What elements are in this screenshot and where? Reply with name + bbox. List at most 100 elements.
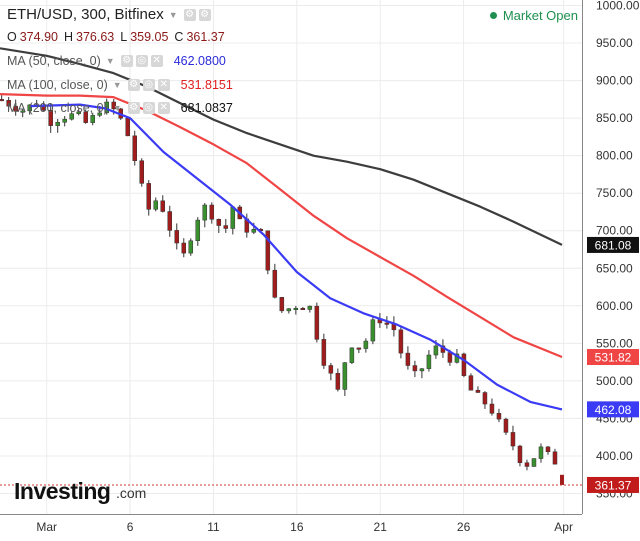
ma-badge-2-label: 681.08 xyxy=(595,238,632,252)
candle-body xyxy=(363,340,369,349)
candle-body xyxy=(62,118,67,123)
candle-body xyxy=(349,347,355,363)
market-status: Market Open xyxy=(489,8,578,23)
x-tick-label: 26 xyxy=(457,520,471,534)
indicator-ma50[interactable]: MA (50, close, 0) ▼ ⚙ ◎ ✕ 462.0800 xyxy=(7,54,226,68)
candle-body xyxy=(0,99,4,102)
ohlc-high-label: H xyxy=(63,30,73,44)
candle-body xyxy=(132,135,137,161)
candle-body xyxy=(433,345,439,356)
candle-body xyxy=(13,105,18,112)
ohlc-open-label: O xyxy=(7,30,17,44)
settings-icon[interactable]: ⚙ xyxy=(127,102,140,114)
ma-line-ma-200 xyxy=(0,47,563,246)
candle-body xyxy=(167,211,173,231)
candle-body xyxy=(251,229,257,233)
close-icon[interactable]: ✕ xyxy=(157,102,170,114)
y-tick-label: 650.00 xyxy=(596,261,633,275)
brand-suffix: .com xyxy=(116,485,147,501)
ma-badge-2 xyxy=(587,236,639,253)
indicator-ma200[interactable]: MA (200, close, 0) ▼ ⚙ ◎ ✕ 681.0837 xyxy=(7,101,233,115)
candle-body xyxy=(321,339,327,366)
close-icon[interactable]: ✕ xyxy=(150,55,163,67)
ma-line-ma-50 xyxy=(29,103,563,411)
y-tick-label: 550.00 xyxy=(596,336,633,350)
close-icon[interactable]: ✕ xyxy=(157,79,170,91)
candle-body xyxy=(188,240,194,254)
candle-body xyxy=(314,305,320,340)
x-tick-label: Apr xyxy=(554,520,573,534)
price-badges: 462.08 531.82 681.08 361.37 xyxy=(0,236,639,493)
candle-body xyxy=(559,474,564,485)
candle-body xyxy=(160,200,166,212)
candles xyxy=(0,95,564,485)
candle-body xyxy=(538,446,544,459)
last-price-badge-label: 361.37 xyxy=(595,478,632,492)
chevron-down-icon[interactable]: ▼ xyxy=(112,103,122,113)
candle-body xyxy=(20,110,25,113)
candle-body xyxy=(468,375,474,391)
candle-body xyxy=(426,354,432,369)
indicator-label: MA (50, close, 0) xyxy=(7,54,101,68)
candle-body xyxy=(146,183,152,210)
candle-body xyxy=(209,204,215,220)
candle-body xyxy=(419,368,425,372)
candle-body xyxy=(461,353,467,376)
settings-icon[interactable]: ⚙ xyxy=(127,79,140,91)
candle-body xyxy=(27,104,32,112)
settings-icon[interactable]: ⚙ xyxy=(120,55,133,67)
candle-body xyxy=(342,362,348,390)
brand-name: Investing xyxy=(14,478,111,504)
candle-body xyxy=(482,392,488,405)
candle-body xyxy=(335,373,341,390)
x-tick-label: 21 xyxy=(374,520,388,534)
candle-body xyxy=(48,110,53,126)
ohlc-readout: O 374.90 H 376.63 L 359.05 C 361.37 xyxy=(7,30,225,44)
candle-body xyxy=(125,117,130,137)
x-tick-label: 6 xyxy=(127,520,134,534)
x-tick-label: 16 xyxy=(290,520,304,534)
ohlc-close-label: C xyxy=(174,30,184,44)
candle-body xyxy=(503,418,509,433)
settings-icon[interactable]: ⚙ xyxy=(183,8,196,21)
candle-body xyxy=(97,112,102,116)
candle-body xyxy=(545,446,551,453)
candle-body xyxy=(293,307,299,310)
candle-body xyxy=(300,307,306,310)
candle-body xyxy=(111,101,116,110)
hide-icon[interactable]: ◎ xyxy=(142,102,155,114)
candle-body xyxy=(370,319,376,342)
candle-body xyxy=(531,458,537,467)
y-tick-label: 850.00 xyxy=(596,111,633,125)
chart-title-row: ETH/USD, 300, Bitfinex ▼ ⚙ ⚙ xyxy=(7,6,222,23)
ma-line-ma-100 xyxy=(0,93,563,359)
chevron-down-icon[interactable]: ▼ xyxy=(168,9,178,20)
hide-icon[interactable]: ◎ xyxy=(135,55,148,67)
y-tick-label: 500.00 xyxy=(596,374,633,388)
hide-icon[interactable]: ◎ xyxy=(142,79,155,91)
gear-icon[interactable]: ⚙ xyxy=(198,8,211,21)
market-status-label: Market Open xyxy=(502,8,578,23)
moving-average-lines xyxy=(0,47,563,411)
chevron-down-icon[interactable]: ▼ xyxy=(105,56,115,66)
indicator-ma100[interactable]: MA (100, close, 0) ▼ ⚙ ◎ ✕ 531.8151 xyxy=(7,78,233,92)
candle-body xyxy=(153,200,159,210)
candle-body xyxy=(90,115,95,123)
candle-body xyxy=(55,122,60,126)
x-tick-label: 11 xyxy=(207,520,220,534)
candle-body xyxy=(286,308,292,312)
candle-body xyxy=(475,389,481,393)
ma-badge-0 xyxy=(587,401,639,418)
indicator-label: MA (200, close, 0) xyxy=(7,101,108,115)
brand-logo: Investing xyxy=(14,478,111,505)
chevron-down-icon[interactable]: ▼ xyxy=(112,80,122,90)
candle-body xyxy=(139,160,144,184)
candle-body xyxy=(279,297,285,312)
candle-body xyxy=(307,305,313,310)
indicator-value: 462.0800 xyxy=(173,54,226,68)
candle-body xyxy=(216,219,222,226)
chart-title: ETH/USD, 300, Bitfinex xyxy=(7,6,164,23)
ma-badge-1 xyxy=(587,348,639,365)
ma-badge-0-label: 462.08 xyxy=(595,403,632,417)
